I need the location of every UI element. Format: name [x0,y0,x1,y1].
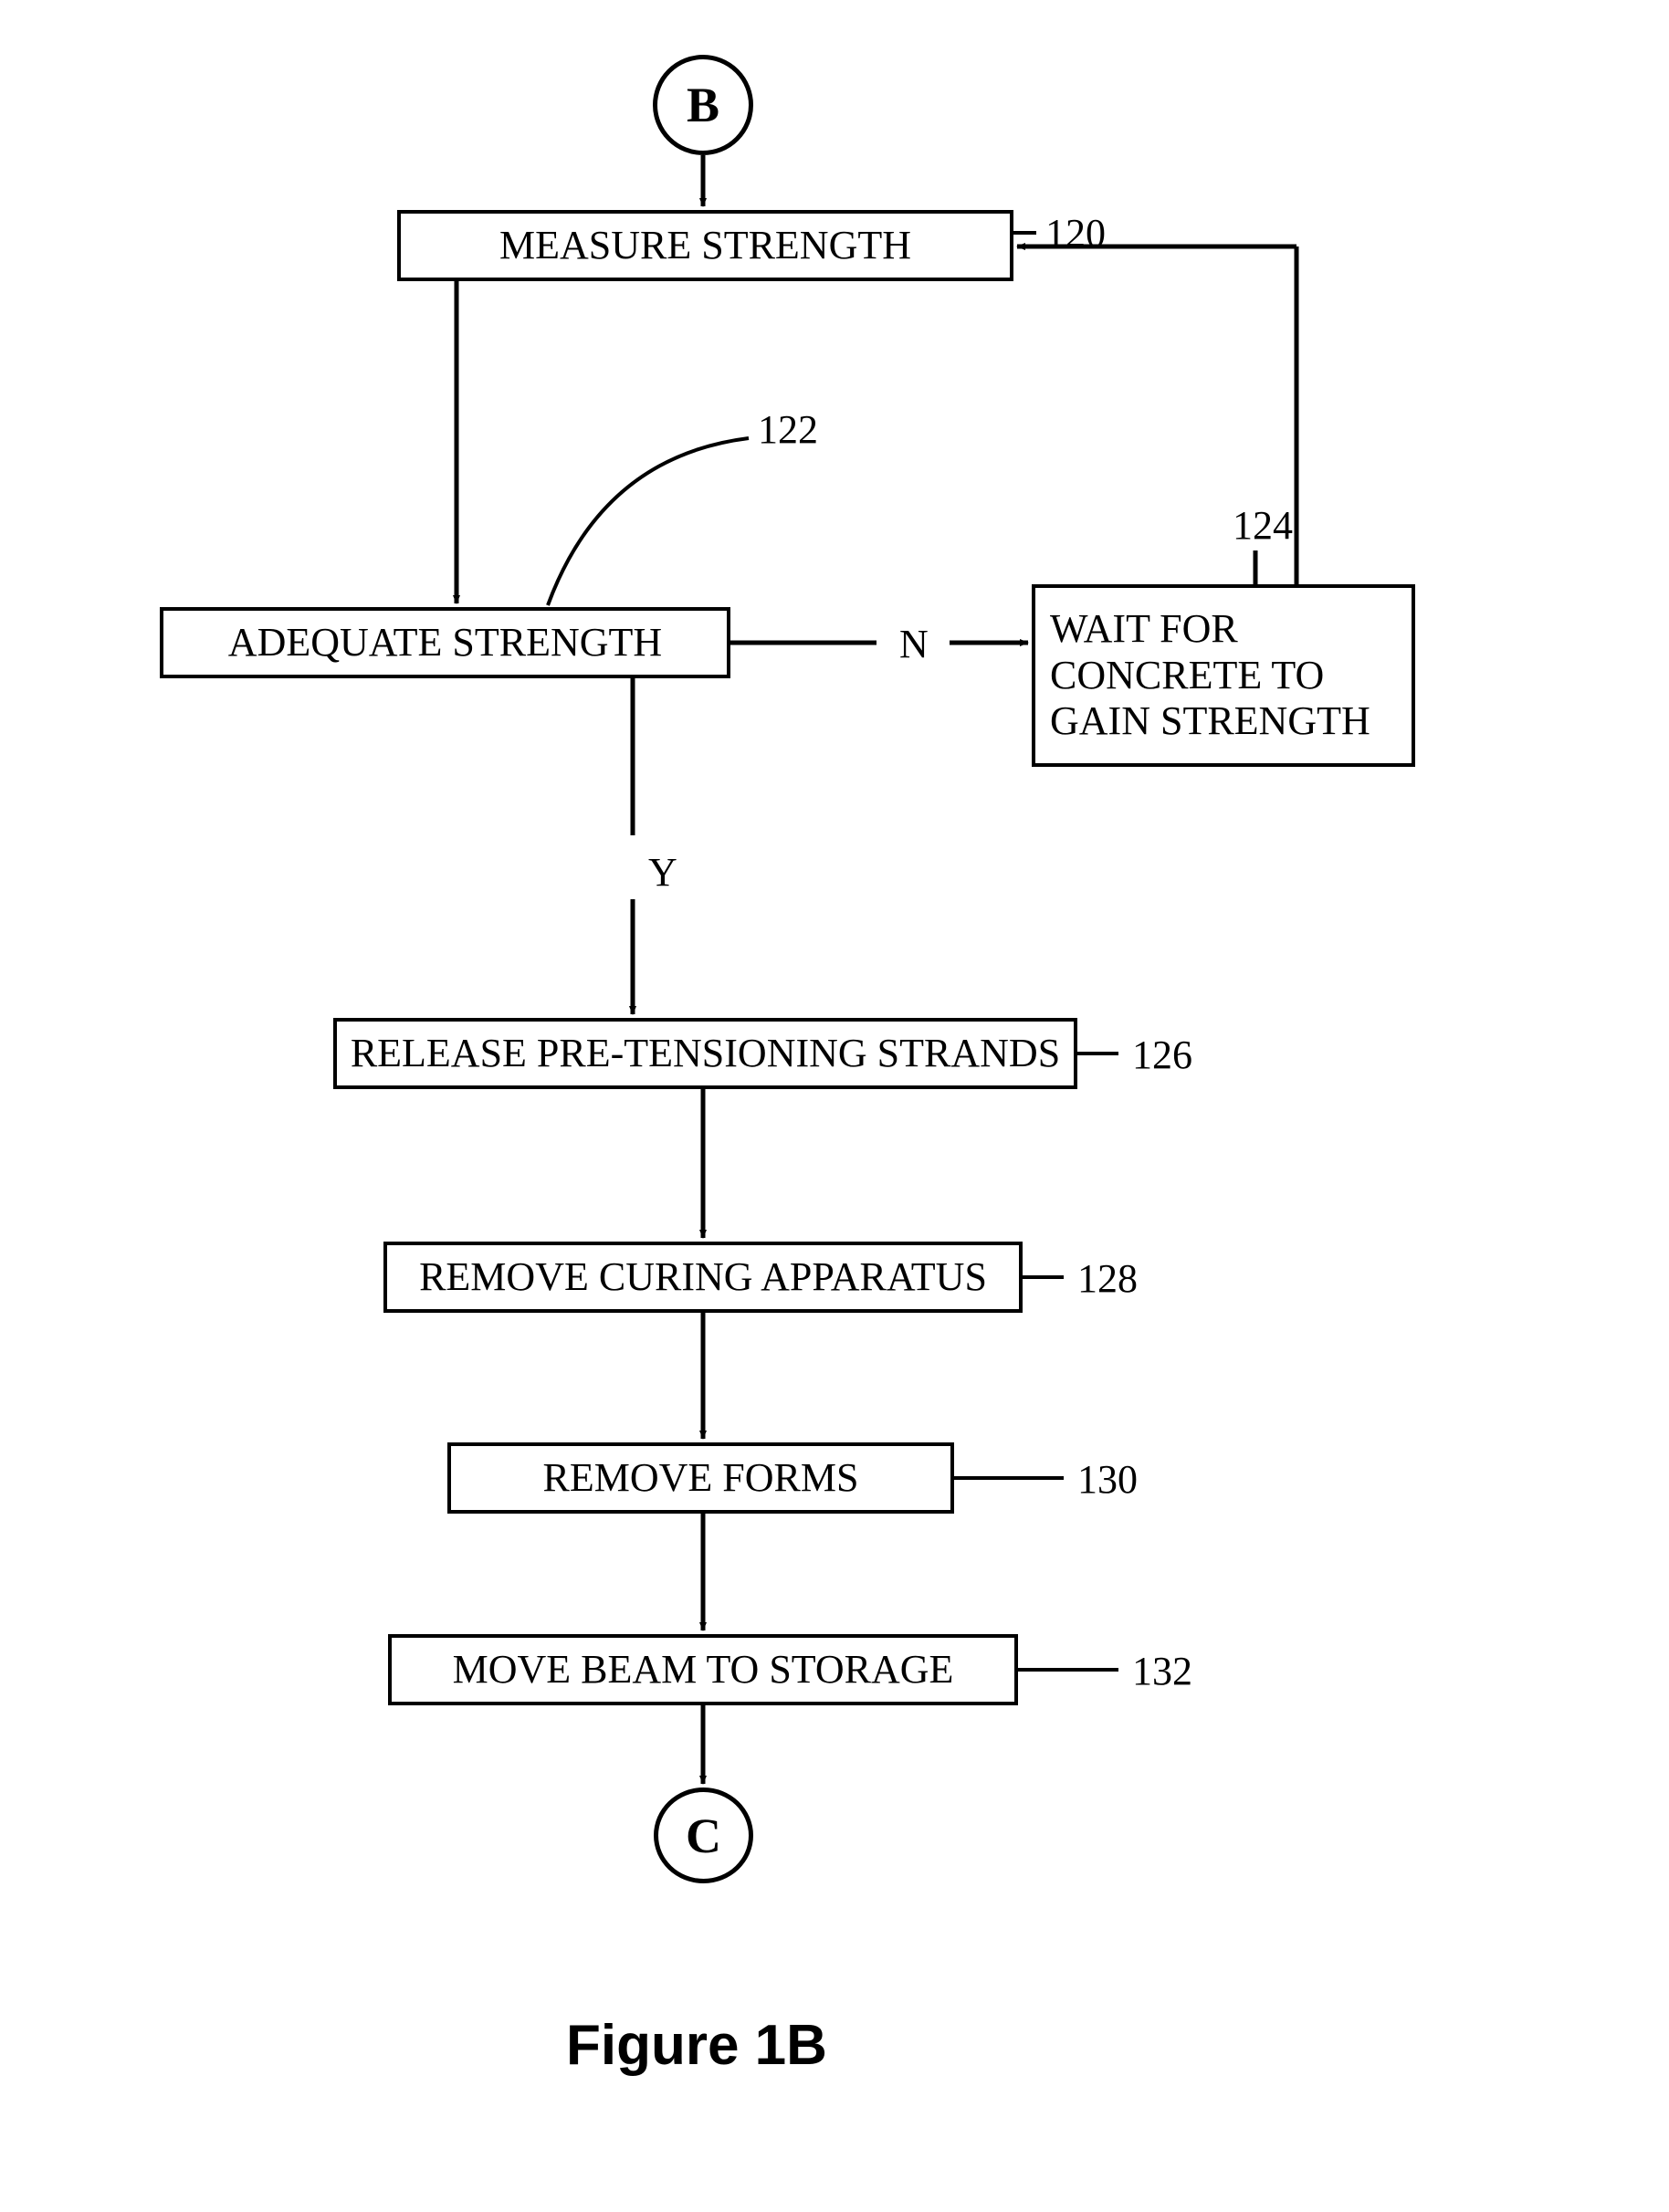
label-yes: Y [648,849,677,896]
ref-128: 128 [1077,1255,1138,1302]
ref-124: 124 [1233,502,1293,549]
ref-126: 126 [1132,1032,1192,1078]
label-no: N [899,621,929,667]
box-measure-strength-label: MEASURE STRENGTH [499,223,911,269]
box-measure-strength: MEASURE STRENGTH [397,210,1013,281]
box-move-storage-label: MOVE BEAM TO STORAGE [453,1647,954,1693]
box-move-storage: MOVE BEAM TO STORAGE [388,1634,1018,1705]
box-release-strands: RELEASE PRE-TENSIONING STRANDS [333,1018,1077,1089]
ref-130: 130 [1077,1456,1138,1503]
connector-circle-b: B [653,55,753,155]
connector-c-label: C [686,1808,721,1864]
ref-120: 120 [1045,210,1106,257]
box-release-strands-label: RELEASE PRE-TENSIONING STRANDS [351,1031,1060,1077]
box-remove-curing: REMOVE CURING APPARATUS [383,1242,1023,1313]
ref-122: 122 [758,406,818,453]
box-adequate-strength-label: ADEQUATE STRENGTH [228,620,662,666]
box-wait-concrete: WAIT FOR CONCRETE TO GAIN STRENGTH [1032,584,1415,767]
box-remove-forms: REMOVE FORMS [447,1442,954,1514]
connector-circle-c: C [654,1787,753,1883]
figure-title: Figure 1B [566,2013,827,2078]
box-remove-forms-label: REMOVE FORMS [543,1455,859,1502]
box-adequate-strength: ADEQUATE STRENGTH [160,607,730,678]
flowchart-arrows [0,0,1669,2212]
ref-132: 132 [1132,1648,1192,1694]
box-wait-concrete-label: WAIT FOR CONCRETE TO GAIN STRENGTH [1050,606,1397,745]
box-remove-curing-label: REMOVE CURING APPARATUS [419,1254,987,1301]
flowchart-canvas: B MEASURE STRENGTH ADEQUATE STRENGTH WAI… [0,0,1669,2212]
connector-b-label: B [687,77,719,133]
